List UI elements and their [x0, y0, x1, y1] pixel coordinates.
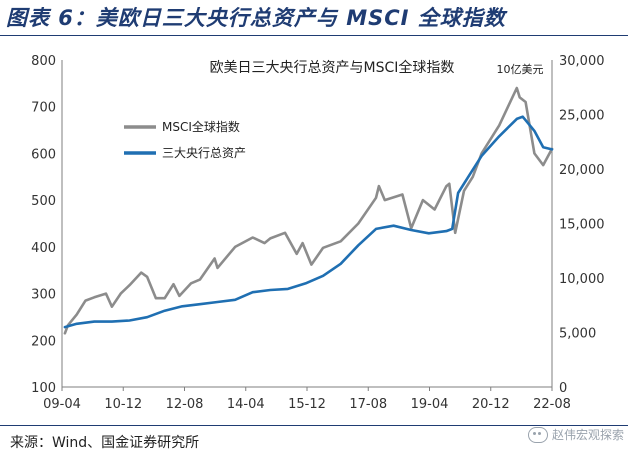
legend-label-msci: MSCI全球指数 [162, 119, 240, 134]
chart-title: 欧美日三大央行总资产与MSCI全球指数 [210, 59, 455, 76]
x-tick-label: 15-12 [288, 397, 326, 412]
x-tick-label: 17-08 [349, 397, 387, 412]
watermark: 赵伟宏观探索 [527, 426, 624, 443]
right-tick-label: 0 [559, 381, 567, 396]
legend: MSCI全球指数 三大央行总资产 [124, 119, 246, 160]
series-line-assets [63, 115, 554, 329]
title-rule [0, 35, 628, 36]
right-axis-ticks: 0 5,000 10,000 15,000 20,000 25,000 30,000 [559, 54, 605, 396]
right-tick-label: 5,000 [559, 327, 596, 342]
plot-frame [61, 60, 553, 388]
right-axis-unit: 10亿美元 [497, 63, 544, 76]
series-line-msci [63, 86, 554, 335]
right-tick-label: 25,000 [559, 109, 605, 124]
x-tick-label: 20-12 [472, 397, 510, 412]
left-tick-label: 800 [31, 54, 56, 69]
x-tick-label: 12-08 [166, 397, 204, 412]
left-tick-label: 500 [31, 194, 56, 209]
right-tick-label: 10,000 [559, 272, 605, 287]
x-tick-label: 22-08 [533, 397, 571, 412]
wechat-icon [527, 426, 548, 443]
x-tick-label: 19-04 [411, 397, 449, 412]
left-axis-ticks: 100 200 300 400 500 600 700 800 [31, 54, 56, 396]
left-tick-label: 300 [31, 288, 56, 303]
left-tick-label: 200 [31, 334, 56, 349]
chart-canvas: 欧美日三大央行总资产与MSCI全球指数 10亿美元 100 200 300 400 50… [31, 54, 605, 412]
right-tick-label: 20,000 [559, 163, 605, 178]
left-tick-label: 400 [31, 241, 56, 256]
x-tick-label: 09-04 [43, 397, 81, 412]
legend-label-assets: 三大央行总资产 [162, 146, 246, 160]
right-tick-label: 15,000 [559, 218, 605, 233]
x-tick-label: 14-04 [227, 397, 265, 412]
x-axis-ticks: 09-04 10-12 12-08 14-04 15-12 17-08 19-04 20-12… [43, 387, 571, 412]
source-rule [0, 425, 628, 426]
watermark-text: 赵伟宏观探索 [551, 428, 624, 442]
source-note: 来源：Wind、国金证券研究所 [10, 435, 200, 451]
x-tick-label: 10-12 [104, 397, 142, 412]
right-tick-label: 30,000 [559, 54, 605, 69]
left-tick-label: 700 [31, 101, 56, 116]
left-tick-label: 600 [31, 147, 56, 162]
left-tick-label: 100 [31, 381, 56, 396]
series-layer [63, 86, 554, 335]
figure-title: 图表 6：美欧日三大央行总资产与 MSCI 全球指数 [6, 6, 506, 30]
